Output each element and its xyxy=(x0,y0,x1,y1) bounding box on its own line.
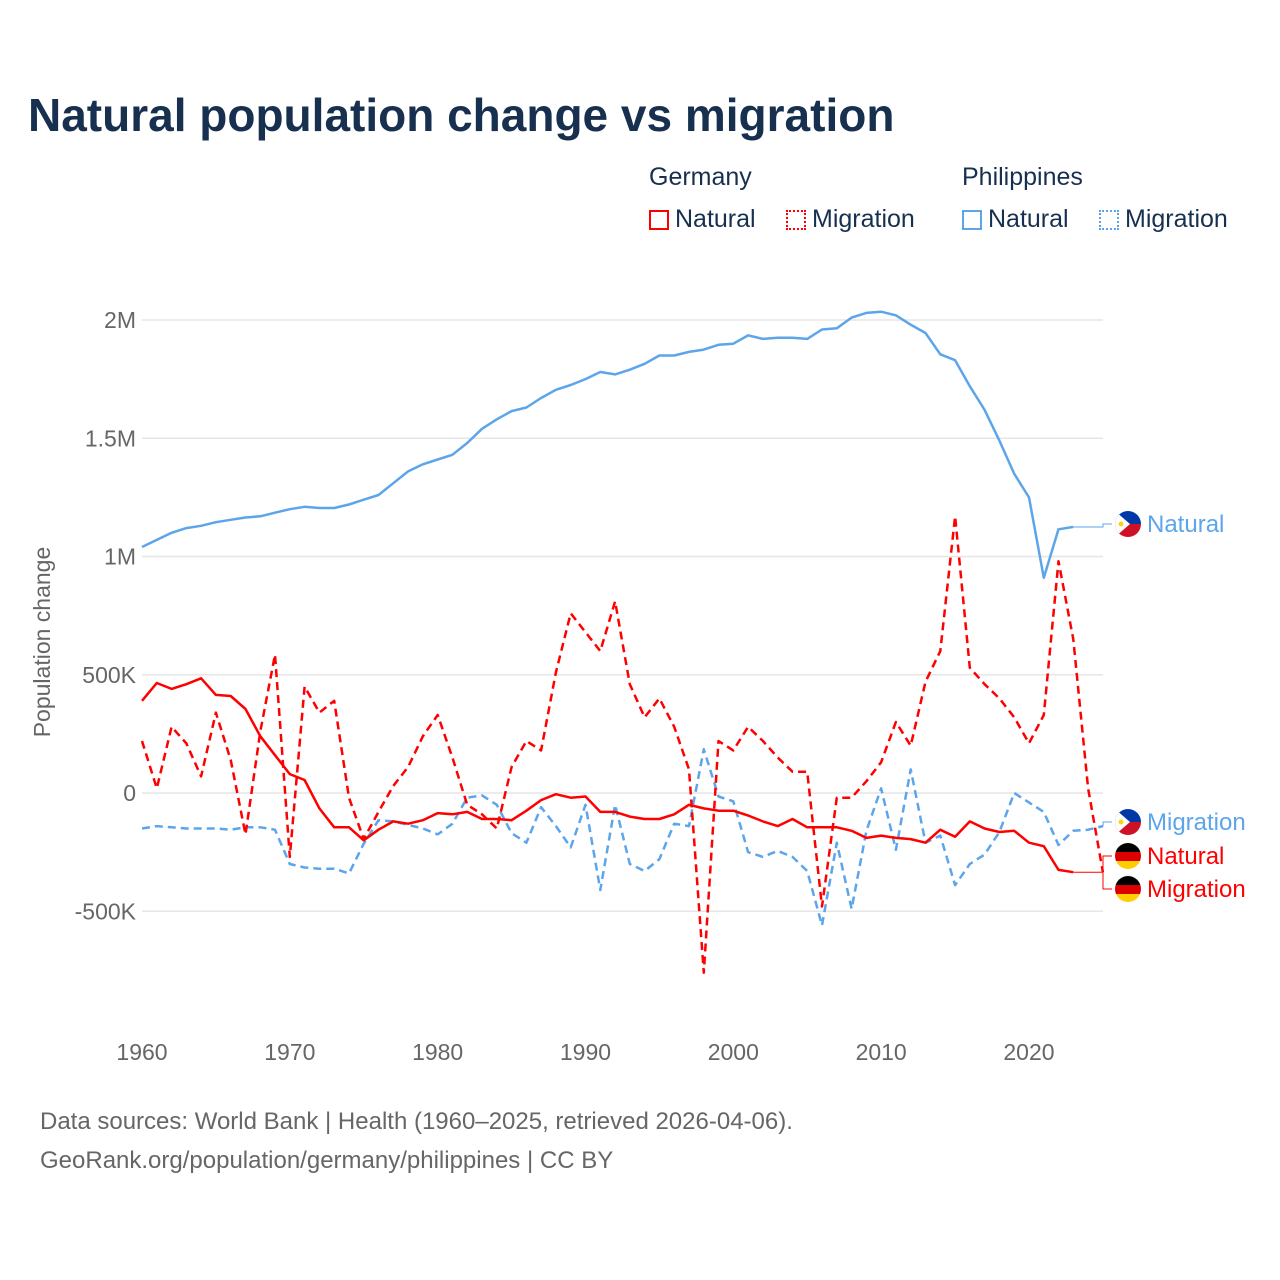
x-tick-label: 1960 xyxy=(116,1039,167,1065)
series-line-germany-natural xyxy=(141,677,1074,874)
series-line-philippines-migration xyxy=(141,747,1104,927)
philippines-flag-icon xyxy=(1115,511,1141,537)
legend-group-germany: Germany xyxy=(649,163,752,191)
x-tick-label: 1980 xyxy=(412,1039,463,1065)
legend-germany-migration[interactable]: Migration xyxy=(786,205,915,234)
series-line-germany-migration xyxy=(140,515,1105,974)
x-tick-label: 2020 xyxy=(1003,1039,1054,1065)
y-axis-label: Population change xyxy=(29,547,55,738)
x-tick-label: 1990 xyxy=(560,1039,611,1065)
legend-label: Migration xyxy=(812,205,915,233)
dotted-swatch-icon xyxy=(786,209,806,230)
series-line-philippines-natural xyxy=(141,310,1074,580)
connector-line xyxy=(1102,821,1112,827)
legend-philippines-migration[interactable]: Migration xyxy=(1099,205,1228,234)
legend-group-philippines: Philippines xyxy=(962,163,1083,191)
germany-flag-icon xyxy=(1115,843,1141,869)
x-tick-label: 1970 xyxy=(264,1039,315,1065)
legend-philippines-natural[interactable]: Natural xyxy=(962,205,1069,234)
legend-label: Natural xyxy=(675,205,756,233)
source-line-1: Data sources: World Bank | Health (1960–… xyxy=(40,1108,793,1135)
legend-label: Migration xyxy=(1125,205,1228,233)
y-tick-label: 2M xyxy=(104,307,136,333)
philippines-flag-icon xyxy=(1115,809,1141,835)
end-label-philippines-migration: Migration xyxy=(1147,809,1246,836)
end-label-philippines-natural: Natural xyxy=(1147,511,1224,538)
x-tick-label: 2000 xyxy=(708,1039,759,1065)
y-tick-label: -500K xyxy=(75,898,137,924)
source-line-2[interactable]: GeoRank.org/population/germany/philippin… xyxy=(40,1147,614,1174)
connector-line xyxy=(1102,871,1112,890)
solid-swatch-icon xyxy=(649,209,669,230)
y-tick-label: 0 xyxy=(123,780,136,806)
connector-line xyxy=(1073,523,1112,528)
end-label-germany-natural: Natural xyxy=(1147,843,1224,870)
dotted-swatch-icon xyxy=(1099,209,1119,230)
germany-flag-icon xyxy=(1115,876,1141,902)
connector-line xyxy=(1073,855,1112,873)
y-tick-label: 500K xyxy=(82,662,136,688)
chart-title: Natural population change vs migration xyxy=(28,89,895,141)
end-label-germany-migration: Migration xyxy=(1147,876,1246,903)
solid-swatch-icon xyxy=(962,209,982,230)
x-tick-label: 2010 xyxy=(856,1039,907,1065)
legend-label: Natural xyxy=(988,205,1069,233)
y-tick-label: 1M xyxy=(104,544,136,570)
y-tick-label: 1.5M xyxy=(85,425,136,451)
legend-germany-natural[interactable]: Natural xyxy=(649,205,756,234)
